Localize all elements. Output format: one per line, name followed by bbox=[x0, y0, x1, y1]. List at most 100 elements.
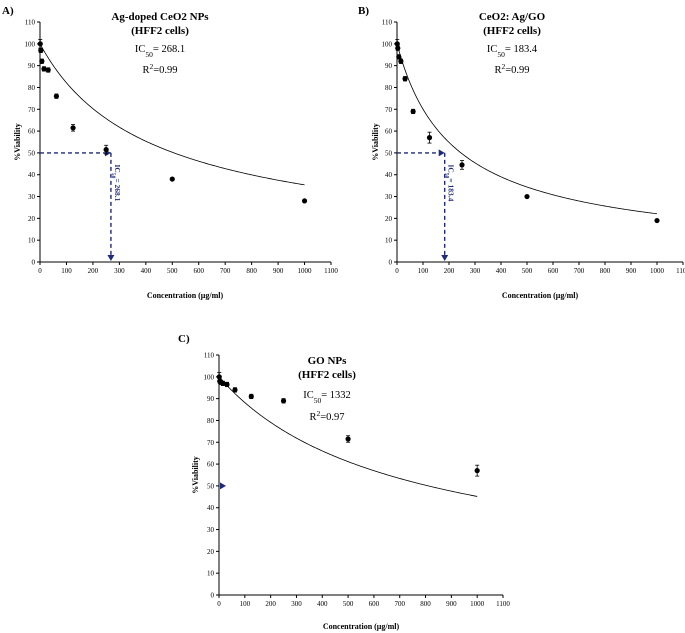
x-tick-label: 1100 bbox=[676, 267, 685, 275]
x-tick-label: 600 bbox=[193, 267, 204, 275]
arrow-right-icon bbox=[438, 149, 445, 157]
r2-prefix: R bbox=[142, 65, 149, 76]
x-tick-label: 100 bbox=[240, 600, 251, 608]
x-tick-label: 800 bbox=[246, 267, 257, 275]
data-point bbox=[70, 125, 76, 131]
data-point bbox=[169, 176, 175, 182]
r2-superscript: 2 bbox=[316, 409, 320, 418]
ic50-annotation: IC50= 268.1 bbox=[135, 44, 185, 59]
y-tick-label: 80 bbox=[385, 84, 393, 92]
data-point bbox=[280, 398, 287, 404]
ic50-annotation: IC50= 183.4 bbox=[487, 44, 538, 59]
data-point bbox=[459, 162, 465, 168]
y-tick-label: 30 bbox=[28, 193, 36, 201]
r2-superscript: 2 bbox=[501, 62, 505, 71]
data-point bbox=[396, 54, 402, 60]
y-tick-label: 10 bbox=[28, 237, 36, 245]
y-tick-label: 0 bbox=[32, 259, 36, 267]
x-tick-label: 1000 bbox=[298, 267, 313, 275]
panel-label: A) bbox=[2, 5, 14, 17]
x-tick-label: 800 bbox=[420, 600, 431, 608]
ic50-rotated-label: IC50= 183.4 bbox=[444, 164, 456, 201]
y-tick-label: 0 bbox=[389, 259, 393, 267]
y-axis-label: %Viability bbox=[13, 123, 22, 160]
y-tick-label: 80 bbox=[207, 417, 215, 425]
data-point bbox=[394, 41, 400, 47]
y-tick-label: 90 bbox=[28, 62, 36, 70]
data-point bbox=[398, 58, 404, 64]
x-tick-label: 500 bbox=[167, 267, 178, 275]
data-point bbox=[410, 108, 416, 115]
y-tick-label: 100 bbox=[382, 40, 393, 48]
y-axis-label: %Viability bbox=[371, 123, 380, 160]
x-tick-label: 100 bbox=[61, 267, 72, 275]
ic50-rotated-value: = 183.4 bbox=[447, 178, 456, 201]
panel-label: C) bbox=[178, 333, 190, 345]
chart-subtitle: (HFF2 cells) bbox=[298, 369, 356, 381]
ic50-rotated-subscript: 50 bbox=[110, 173, 116, 179]
data-point bbox=[524, 193, 530, 200]
x-tick-label: 200 bbox=[265, 600, 276, 608]
x-tick-label: 400 bbox=[141, 267, 152, 275]
y-tick-label: 30 bbox=[207, 526, 215, 534]
panel-a: A) 0 100 200 300 400 500 600 700 800 900 1000 1100 0 1… bbox=[2, 5, 338, 300]
data-point bbox=[395, 45, 401, 51]
chart-title: GO NPs bbox=[308, 355, 348, 367]
ic50-value: = 1332 bbox=[321, 390, 351, 401]
y-tick-label: 10 bbox=[207, 570, 215, 578]
x-tick-label: 0 bbox=[38, 267, 42, 275]
ic50-annotation: IC50= 1332 bbox=[303, 390, 351, 405]
ic50-rotated-value: = 268.1 bbox=[113, 178, 122, 201]
y-tick-label: 50 bbox=[207, 482, 215, 490]
x-tick-label: 1100 bbox=[496, 600, 510, 608]
data-point bbox=[103, 147, 109, 153]
y-tick-label: 60 bbox=[28, 128, 36, 136]
y-tick-label: 30 bbox=[385, 193, 393, 201]
ic50-rotated-prefix: IC bbox=[113, 164, 122, 172]
ic50-subscript: 50 bbox=[497, 50, 505, 59]
data-point bbox=[474, 468, 480, 474]
data-point bbox=[224, 381, 230, 388]
ic50-prefix: IC bbox=[135, 44, 146, 55]
y-tick-label: 70 bbox=[207, 439, 215, 447]
y-tick-label: 110 bbox=[382, 19, 393, 27]
data-point bbox=[216, 374, 222, 380]
x-tick-label: 900 bbox=[446, 600, 457, 608]
r2-value: =0.99 bbox=[505, 65, 529, 76]
y-tick-label: 90 bbox=[385, 62, 393, 70]
ic50-rotated-subscript: 50 bbox=[444, 173, 450, 179]
r2-prefix: R bbox=[494, 65, 501, 76]
x-tick-label: 900 bbox=[273, 267, 284, 275]
y-tick-label: 100 bbox=[204, 373, 215, 381]
x-tick-label: 400 bbox=[496, 267, 507, 275]
ic50-subscript: 50 bbox=[145, 50, 153, 59]
data-point bbox=[248, 393, 254, 400]
ic50-value: = 183.4 bbox=[505, 44, 538, 55]
chart-title: CeO2: Ag/GO bbox=[479, 11, 546, 23]
ic50-value: = 268.1 bbox=[153, 44, 185, 55]
x-axis-label: Concentration (µg/ml) bbox=[147, 291, 224, 300]
data-point bbox=[45, 67, 51, 73]
panel-b: B) 0 100 200 300 400 500 600 700 800 900 1000 1100 0 1… bbox=[358, 5, 685, 300]
y-tick-label: 110 bbox=[25, 19, 36, 27]
y-tick-label: 80 bbox=[28, 84, 36, 92]
data-point bbox=[53, 93, 60, 99]
x-tick-label: 0 bbox=[395, 267, 399, 275]
y-tick-label: 60 bbox=[207, 461, 215, 469]
x-tick-label: 700 bbox=[220, 267, 231, 275]
data-point bbox=[38, 47, 44, 53]
data-point bbox=[41, 66, 47, 72]
data-point bbox=[654, 217, 660, 224]
arrow-right-icon bbox=[220, 482, 226, 490]
x-tick-label: 1000 bbox=[470, 600, 485, 608]
x-tick-label: 900 bbox=[626, 267, 637, 275]
y-tick-label: 50 bbox=[385, 149, 393, 157]
y-tick-label: 20 bbox=[28, 215, 36, 223]
data-point bbox=[345, 436, 351, 442]
y-tick-label: 70 bbox=[28, 106, 36, 114]
panel-label: B) bbox=[358, 5, 369, 17]
x-tick-label: 200 bbox=[444, 267, 455, 275]
chart-subtitle: (HFF2 cells) bbox=[131, 25, 189, 37]
y-tick-label: 40 bbox=[207, 504, 215, 512]
